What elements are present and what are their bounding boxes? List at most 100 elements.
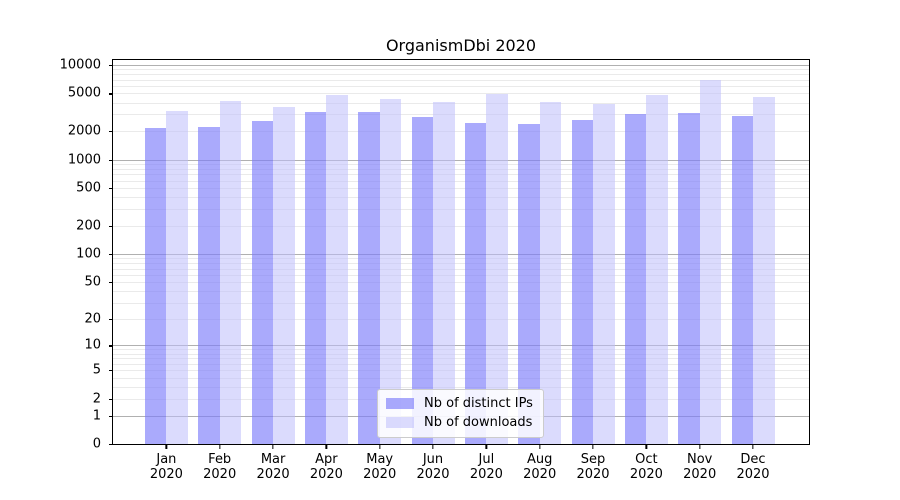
y-tick-mark xyxy=(109,93,113,95)
x-tick-label-jun: Jun 2020 xyxy=(416,452,450,482)
y-tick-mark xyxy=(109,254,113,256)
y-tick-mark xyxy=(109,398,113,401)
y-tick-mark xyxy=(109,64,113,67)
minor-gridline xyxy=(113,114,809,116)
bar-nb-of-downloads-dec xyxy=(753,97,775,444)
y-tick-label: 20 xyxy=(84,311,101,327)
legend-item-downloads: Nb of downloads xyxy=(386,413,533,432)
bar-nb-of-downloads-apr xyxy=(326,95,348,444)
minor-gridline xyxy=(113,349,809,351)
y-tick-mark xyxy=(109,444,113,446)
bar-nb-of-downloads-sep xyxy=(593,104,615,444)
bar-nb-of-distinct-ips-oct xyxy=(624,114,647,444)
x-tick-mark xyxy=(165,445,168,449)
y-tick-mark xyxy=(109,159,113,161)
y-tick-mark xyxy=(109,131,113,133)
minor-gridline xyxy=(113,197,809,199)
minor-gridline xyxy=(113,258,809,260)
minor-gridline xyxy=(113,102,809,104)
x-tick-mark xyxy=(592,445,594,449)
x-tick-mark xyxy=(699,445,701,449)
bar-nb-of-distinct-ips-feb xyxy=(198,127,220,444)
x-tick-label-dec: Dec 2020 xyxy=(736,452,770,482)
x-tick-mark xyxy=(219,445,221,449)
minor-gridline xyxy=(113,302,809,304)
bar-nb-of-distinct-ips-may xyxy=(358,111,380,444)
minor-gridline xyxy=(113,386,809,388)
x-tick-label-nov: Nov 2020 xyxy=(683,452,717,482)
x-tick-mark xyxy=(432,445,434,449)
y-tick-label: 2000 xyxy=(67,123,101,139)
minor-gridline xyxy=(113,188,809,190)
y-tick-label: 2 xyxy=(92,391,101,407)
y-tick-label: 1000 xyxy=(67,152,101,168)
y-tick-label: 50 xyxy=(84,274,101,290)
minor-gridline xyxy=(113,282,809,284)
bar-nb-of-downloads-jul xyxy=(486,94,508,444)
minor-gridline xyxy=(113,377,809,379)
x-tick-label-jul: Jul 2020 xyxy=(469,452,503,482)
minor-gridline xyxy=(113,168,809,170)
minor-gridline xyxy=(113,69,809,71)
x-tick-label-may: May 2020 xyxy=(363,452,397,482)
minor-gridline xyxy=(113,363,809,365)
y-tick-mark xyxy=(109,318,113,320)
y-axis: 10000 5000 2000 1000 500 200 100 50 20 10 5 2 1 0 xyxy=(0,57,113,452)
x-tick-label-aug: Aug 2020 xyxy=(523,452,557,482)
minor-gridline xyxy=(113,274,809,276)
minor-gridline xyxy=(113,209,809,210)
minor-gridline xyxy=(113,263,809,265)
y-tick-label: 1 xyxy=(92,408,101,423)
x-tick-mark xyxy=(379,445,381,449)
minor-gridline xyxy=(113,370,809,372)
legend-label-downloads: Nb of downloads xyxy=(424,415,533,430)
minor-gridline xyxy=(113,131,809,132)
minor-gridline xyxy=(113,268,809,270)
legend-swatch-downloads xyxy=(386,417,414,428)
y-tick-mark xyxy=(109,188,113,190)
x-tick-mark xyxy=(272,445,274,449)
bar-nb-of-downloads-aug xyxy=(539,102,562,444)
minor-gridline xyxy=(113,163,809,165)
minor-gridline xyxy=(113,74,809,75)
bar-nb-of-downloads-jan xyxy=(166,110,188,444)
x-tick-label-apr: Apr 2020 xyxy=(309,452,343,482)
x-tick-label-jan: Jan 2020 xyxy=(149,452,183,482)
major-gridline xyxy=(113,159,809,161)
y-tick-mark xyxy=(109,282,113,284)
bar-nb-of-distinct-ips-mar xyxy=(251,120,274,444)
bar-nb-of-distinct-ips-sep xyxy=(571,120,593,444)
minor-gridline xyxy=(113,225,809,227)
y-tick-label: 100 xyxy=(76,246,101,262)
bar-nb-of-downloads-nov xyxy=(699,79,722,444)
x-tick-label-mar: Mar 2020 xyxy=(256,452,290,482)
y-tick-mark xyxy=(109,370,113,372)
y-tick-label: 5000 xyxy=(67,85,101,101)
bar-nb-of-distinct-ips-nov xyxy=(678,112,700,444)
bar-nb-of-distinct-ips-jan xyxy=(144,128,167,444)
bar-nb-of-downloads-mar xyxy=(273,106,295,444)
legend-item-distinct-ips: Nb of distinct IPs xyxy=(386,394,533,413)
bar-nb-of-downloads-jun xyxy=(433,102,455,444)
bar-nb-of-downloads-may xyxy=(379,98,402,444)
plot-area xyxy=(112,59,810,445)
y-tick-mark xyxy=(109,415,113,417)
bar-nb-of-downloads-feb xyxy=(219,100,242,444)
bar-nb-of-distinct-ips-dec xyxy=(731,116,753,444)
x-tick-mark xyxy=(645,445,648,449)
major-gridline xyxy=(113,254,809,255)
bar-nb-of-distinct-ips-jul xyxy=(464,122,487,444)
minor-gridline xyxy=(113,174,809,176)
x-tick-mark xyxy=(325,445,328,449)
y-tick-mark xyxy=(109,345,113,347)
minor-gridline xyxy=(113,353,809,355)
major-gridline xyxy=(113,64,809,66)
y-tick-label: 500 xyxy=(76,180,101,196)
legend-label-distinct-ips: Nb of distinct IPs xyxy=(424,396,533,411)
x-tick-label-sep: Sep 2020 xyxy=(576,452,610,482)
minor-gridline xyxy=(113,358,809,360)
x-tick-mark xyxy=(752,445,754,449)
minor-gridline xyxy=(113,318,809,320)
y-tick-mark xyxy=(109,225,113,227)
